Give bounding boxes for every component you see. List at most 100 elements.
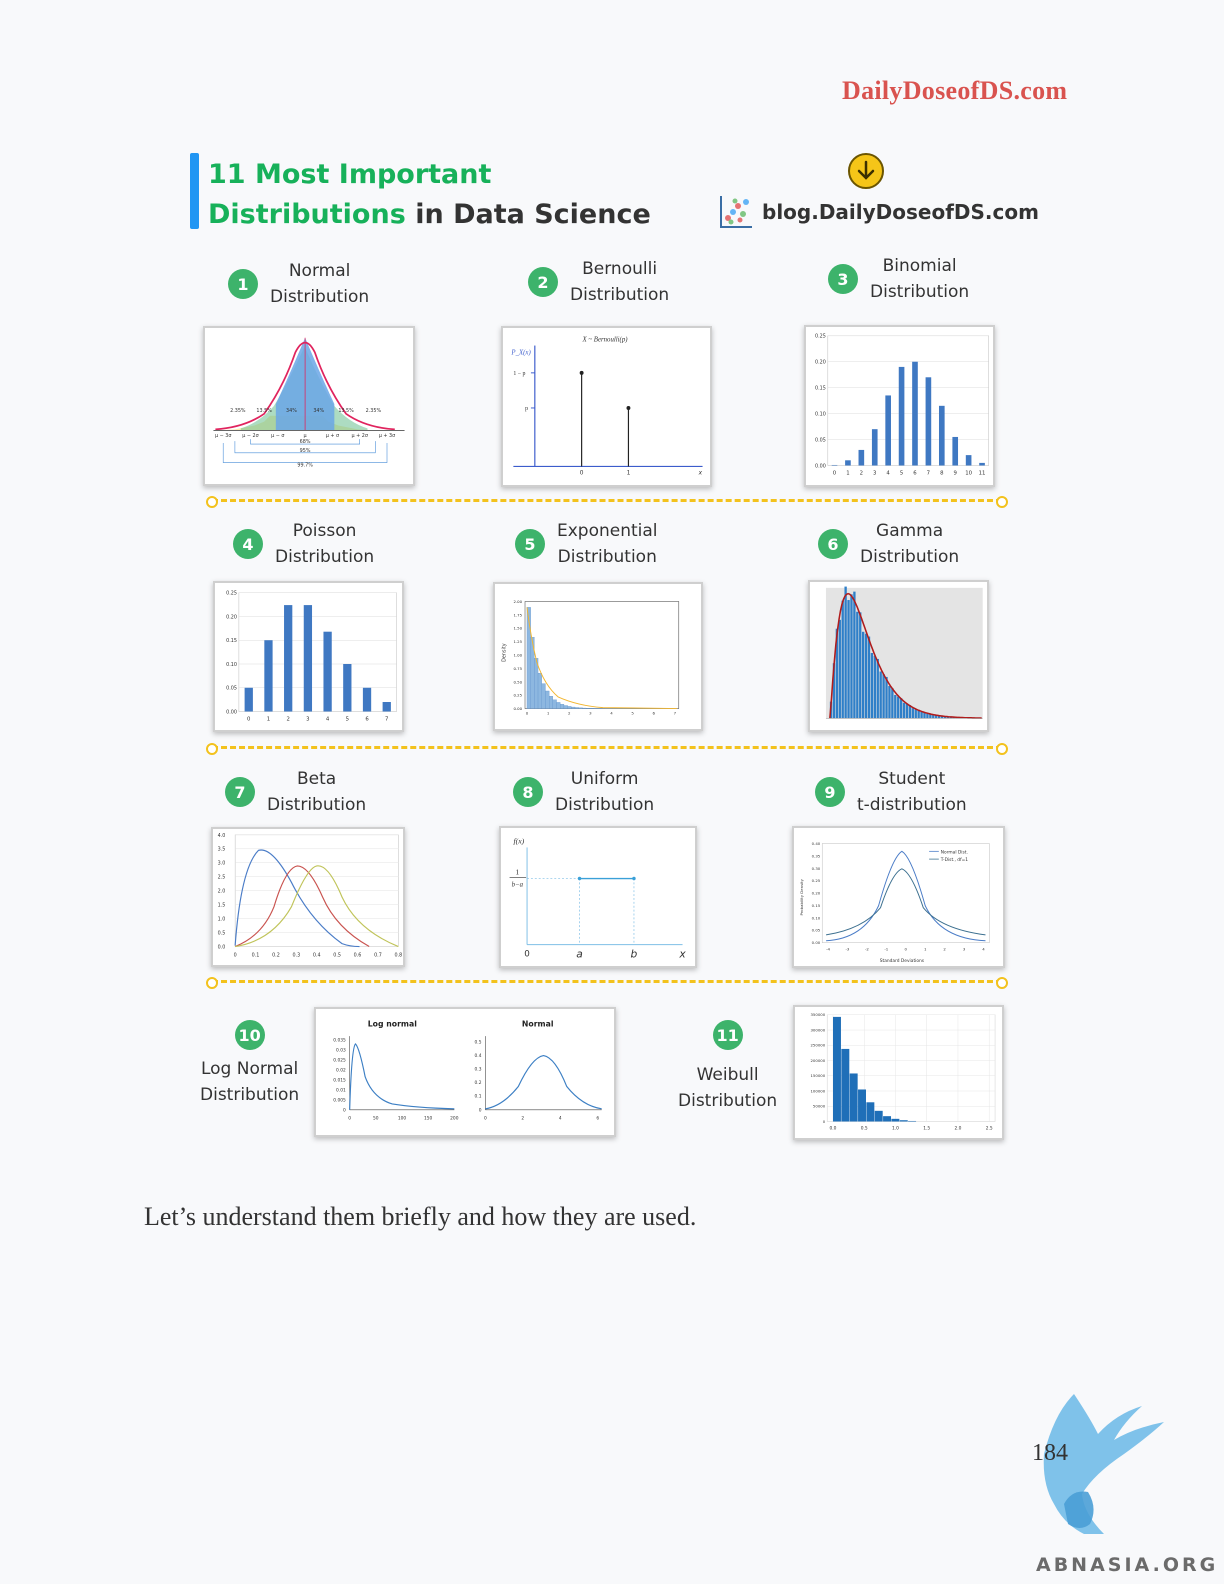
- binomial-bar: [979, 462, 985, 466]
- chart-bernoulli: X ~ Bernoulli(p) P_X(x) 1 − p p 0 1 x: [501, 326, 712, 487]
- poisson-ytick: 0.00: [226, 709, 237, 715]
- beta-ytick: 0.5: [218, 931, 226, 937]
- gamma-bar: [908, 705, 912, 719]
- uniform-xtick-0: 0: [524, 949, 530, 959]
- ln-right-xtick: 2: [521, 1115, 524, 1121]
- binomial-bar: [858, 449, 865, 466]
- bernoulli-xtick-0: 0: [580, 470, 584, 476]
- weibull-ytick: 100000: [810, 1088, 825, 1093]
- chart-exponential: Density 0.00 0.25 0.50 0.75 1.00 1.25 1.50 1.75…: [493, 582, 703, 731]
- gamma-bar: [932, 714, 935, 719]
- poisson-bar: [244, 687, 253, 712]
- chart-weibull: 0 50000 100000 150000 200000 250000 300000 3500…: [793, 1005, 1004, 1140]
- binomial-xtick: 7: [927, 470, 930, 476]
- ln-left-xtick: 150: [424, 1115, 433, 1121]
- normal-x-7: μ + 3σ: [379, 433, 395, 439]
- binomial-ytick: 0.15: [815, 386, 826, 392]
- gamma-bar: [891, 688, 894, 719]
- exp-bar: [545, 690, 550, 709]
- gamma-bar: [885, 676, 888, 719]
- weibull-bar: [858, 1089, 866, 1122]
- ln-left-ytick: 0.005: [333, 1097, 346, 1103]
- binomial-ytick: 0.20: [815, 360, 826, 366]
- bernoulli-title: X ~ Bernoulli(p): [582, 337, 629, 344]
- binomial-xtick: 6: [913, 470, 917, 476]
- blog-link[interactable]: blog.DailyDoseofDS.com: [718, 192, 1039, 232]
- ln-right-xtick: 0: [484, 1115, 487, 1121]
- normal-pct-3: 34%: [286, 408, 297, 414]
- site-name: DailyDoseofDS.com: [842, 76, 1068, 105]
- weibull-xtick: 1.5: [923, 1125, 930, 1131]
- poisson-ytick: 0.05: [226, 686, 237, 692]
- exp-bar: [574, 707, 579, 709]
- binomial-bar: [912, 361, 918, 466]
- ln-right-ytick: 0.4: [475, 1053, 482, 1059]
- exp-xtick: 1: [547, 710, 550, 715]
- gamma-bar: [897, 696, 900, 719]
- student-ytick: 0.20: [812, 891, 821, 896]
- label-uniform: 8 Uniform Distribution: [513, 766, 654, 818]
- weibull-xtick: 2.0: [955, 1125, 962, 1131]
- beta-ytick: 3.5: [218, 847, 226, 853]
- title-rest: in Data Science: [415, 199, 651, 230]
- exp-ytick: 1.75: [513, 612, 522, 617]
- exp-bar: [571, 706, 576, 709]
- binomial-xtick: 9: [954, 470, 958, 476]
- gamma-bar: [905, 703, 909, 719]
- beta-ytick: 1.5: [218, 903, 226, 909]
- exp-bar: [567, 706, 572, 709]
- weibull-bar: [866, 1102, 875, 1122]
- normal-x-5: μ + σ: [326, 433, 339, 439]
- beta-xtick: 0.8: [394, 952, 402, 958]
- download-arrow-icon: [848, 153, 884, 189]
- gamma-bar: [911, 708, 914, 719]
- normal-pct-2: 13.5%: [256, 408, 272, 414]
- poisson-bar: [343, 663, 352, 712]
- binomial-xtick: 0: [833, 470, 837, 476]
- gamma-bar: [870, 652, 874, 719]
- title-accent-bar: [190, 153, 199, 229]
- weibull-ytick: 50000: [813, 1104, 826, 1109]
- student-ylabel: Probability Density: [799, 878, 804, 915]
- student-xtick: 4: [982, 946, 985, 951]
- beta-xtick: 0.4: [313, 952, 321, 958]
- binomial-bar: [925, 377, 932, 466]
- poisson-xtick: 3: [306, 716, 309, 722]
- label-exponential: 5 Exponential Distribution: [515, 518, 658, 570]
- beta-ytick: 0.0: [218, 944, 226, 950]
- student-xtick: 3: [963, 946, 966, 951]
- exp-xtick: 4: [610, 710, 613, 715]
- uniform-xtick-b: b: [631, 947, 638, 960]
- gamma-bar: [902, 702, 906, 719]
- exp-bar: [534, 658, 539, 709]
- exp-bar: [552, 699, 557, 709]
- beta-xtick: 0.5: [333, 952, 341, 958]
- weibull-bar: [841, 1048, 850, 1122]
- binomial-xtick: 10: [965, 470, 972, 476]
- watermark: ABNASIA.ORG: [1036, 1554, 1219, 1576]
- exp-xtick: 2: [568, 710, 571, 715]
- scatter-logo-icon: [720, 196, 752, 228]
- binomial-bar: [938, 405, 945, 466]
- exp-bar: [549, 696, 553, 709]
- gamma-bar: [923, 712, 926, 719]
- normal-x-6: μ + 2σ: [351, 433, 367, 439]
- student-ytick: 0.25: [812, 878, 821, 883]
- weibull-xtick: 0.5: [861, 1125, 868, 1131]
- gamma-bar: [917, 709, 920, 719]
- gamma-bar: [841, 600, 844, 719]
- binomial-ytick: 0.00: [815, 463, 826, 469]
- binomial-xtick: 8: [940, 470, 944, 476]
- poisson-xtick: 1: [267, 716, 270, 722]
- exp-ytick: 2.00: [513, 599, 522, 604]
- beta-xtick: 0: [234, 952, 237, 958]
- weibull-xtick: 0.0: [830, 1125, 837, 1131]
- label-binomial: 3 Binomial Distribution: [828, 253, 969, 305]
- beta-xtick: 0.3: [292, 952, 300, 958]
- ln-right-ytick: 0.5: [475, 1039, 482, 1045]
- lognormal-right-title: Normal: [522, 1019, 554, 1028]
- label-poisson: 4 Poisson Distribution: [233, 518, 374, 570]
- weibull-ytick: 300000: [810, 1027, 825, 1032]
- gamma-bar: [937, 715, 941, 719]
- weibull-ytick: 250000: [810, 1043, 825, 1048]
